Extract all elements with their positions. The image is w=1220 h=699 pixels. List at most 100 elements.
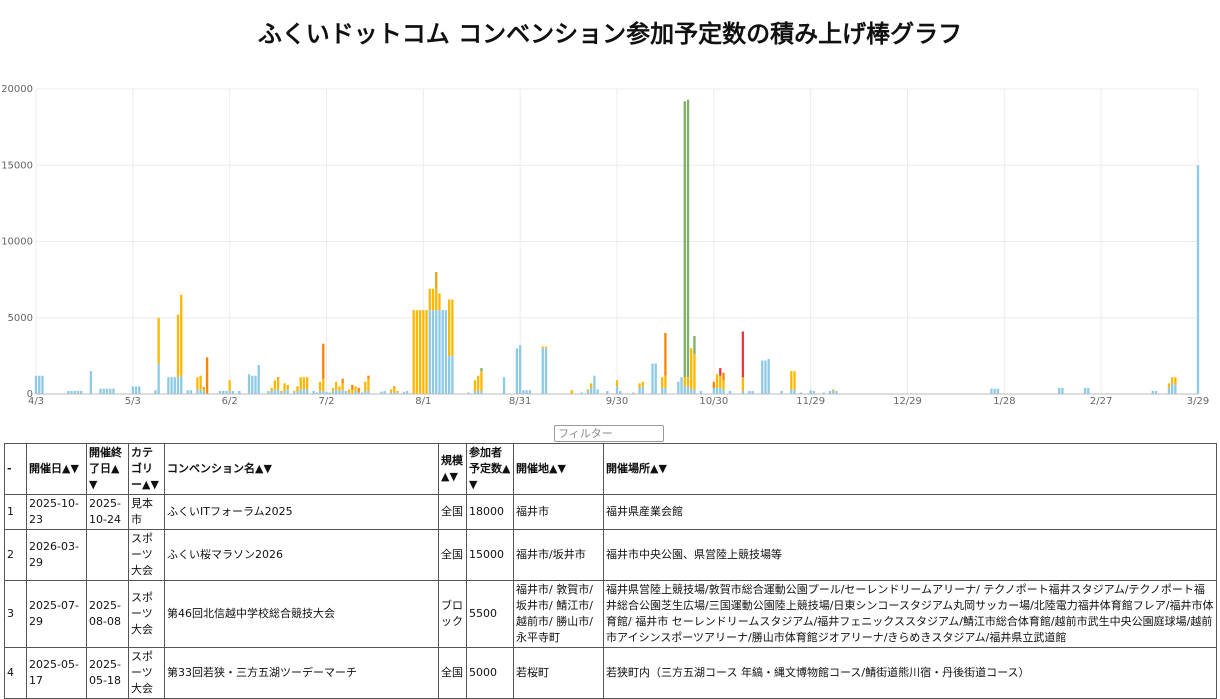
- table-cell: 全国: [438, 529, 467, 581]
- bar-segment: [202, 388, 205, 391]
- column-header[interactable]: カテゴリー▲▼: [128, 443, 165, 495]
- table-header-row: - 開催日▲▼ 開催終了日▲▼ カテゴリー▲▼ コンベンション名▲▼ 規模▲▼ 参加者予定数…: [4, 443, 1217, 495]
- bar-segment: [351, 389, 354, 394]
- bar-segment: [173, 377, 176, 394]
- bar-segment: [451, 299, 454, 356]
- bar-segment: [993, 388, 996, 394]
- column-header[interactable]: 参加者予定数▲▼: [466, 443, 514, 495]
- bar-segment: [741, 390, 745, 394]
- bar-segment: [305, 389, 309, 394]
- table-cell: [86, 529, 129, 581]
- bar-segment: [441, 310, 444, 395]
- table-cell: 4: [4, 647, 27, 699]
- bar-segment: [280, 392, 283, 394]
- bar-segment: [722, 389, 725, 394]
- bar-segment: [389, 389, 393, 393]
- bar-segment: [322, 378, 325, 391]
- bar-segment: [338, 386, 341, 391]
- bar-segment: [76, 390, 80, 394]
- bar-segment: [270, 387, 273, 391]
- bar-segment: [335, 381, 338, 390]
- y-tick-label: 5000: [8, 313, 33, 324]
- bar-segment: [641, 386, 644, 395]
- bar-segment: [338, 390, 341, 394]
- bar-segment: [1174, 384, 1177, 394]
- bar-segment: [331, 390, 335, 394]
- bar-segment: [438, 310, 441, 395]
- bar-segment: [712, 381, 715, 388]
- bar-segment: [677, 381, 680, 394]
- column-header[interactable]: 開催終了日▲▼: [86, 443, 129, 495]
- bar-segment: [596, 389, 599, 394]
- bar-segment: [38, 375, 41, 394]
- table-cell: 若狭町内（三方五湖コース 年縞・縄文博物館コース/鯖街道熊川宿・丹後街道コース）: [603, 647, 1217, 699]
- table-cell: 福井市: [513, 494, 604, 530]
- bar-segment: [218, 390, 222, 394]
- bar-segment: [351, 384, 354, 390]
- bar-segment: [790, 389, 793, 394]
- bar-segment: [641, 381, 644, 387]
- bar-segment: [354, 386, 357, 391]
- bar-segment: [835, 390, 838, 394]
- bar-segment: [606, 390, 609, 394]
- bar-segment: [322, 343, 325, 379]
- column-header[interactable]: コンベンション名▲▼: [164, 443, 439, 495]
- bar-segment: [683, 101, 686, 378]
- table-cell: 1: [4, 494, 27, 530]
- column-header[interactable]: 規模▲▼: [438, 443, 467, 495]
- bar-segment: [748, 390, 751, 394]
- bar-segment: [473, 380, 477, 391]
- table-row: 3 2025-07-29 2025-08-08 スポーツ大会 第46回北信越中学校総合競…: [4, 580, 1217, 648]
- table-cell: ブロック: [438, 580, 467, 648]
- bar-segment: [832, 390, 835, 394]
- bar-segment: [393, 392, 396, 394]
- bar-segment: [105, 388, 109, 394]
- bar-segment: [480, 371, 483, 391]
- bar-segment: [205, 357, 209, 394]
- bar-segment: [593, 375, 596, 394]
- column-header[interactable]: 開催地▲▼: [513, 443, 604, 495]
- bar-segment: [296, 386, 299, 391]
- bar-segment: [812, 390, 816, 394]
- bar-segment: [367, 390, 370, 394]
- table-row: 4 2025-05-17 2025-05-18 スポーツ大会 第33回若狭・三方五湖ツー…: [4, 647, 1217, 699]
- bar-segment: [528, 390, 532, 394]
- column-header: -: [4, 443, 27, 495]
- bar-segment: [832, 389, 835, 391]
- column-header[interactable]: 開催場所▲▼: [603, 443, 1217, 495]
- bar-segment: [541, 346, 544, 349]
- bar-segment: [293, 392, 296, 394]
- bar-segment: [393, 386, 396, 388]
- bar-segment: [686, 99, 690, 378]
- bar-segment: [283, 390, 286, 394]
- table-cell: スポーツ大会: [128, 647, 165, 699]
- bar-segment: [222, 390, 225, 394]
- bar-segment: [367, 375, 370, 379]
- bar-segment: [664, 375, 667, 388]
- bar-segment: [431, 288, 435, 311]
- x-tick-label: 1/28: [993, 396, 1015, 407]
- filter-input[interactable]: [554, 425, 664, 442]
- table-cell: 第33回若狭・三方五湖ツーデーマーチ: [164, 647, 439, 699]
- bar-segment: [273, 380, 277, 390]
- bar-segment: [1058, 387, 1061, 394]
- bar-segment: [328, 392, 331, 394]
- bar-segment: [315, 392, 318, 394]
- bar-segment: [176, 377, 180, 394]
- bar-segment: [251, 375, 254, 394]
- bar-segment: [34, 375, 38, 394]
- bar-segment: [438, 293, 441, 311]
- bar-segment: [525, 390, 528, 394]
- bar-segment: [273, 389, 277, 394]
- bar-segment: [751, 390, 754, 394]
- table-cell: 福井市/ 敦賀市/ 坂井市/ 鯖江市/ 越前市/ 勝山市/ 永平寺町: [513, 580, 604, 648]
- column-header[interactable]: 開催日▲▼: [26, 443, 87, 495]
- bar-segment: [383, 390, 386, 394]
- bar-segment: [451, 355, 454, 395]
- bar-segment: [199, 389, 202, 394]
- bar-segment: [1167, 387, 1171, 394]
- bar-segment: [228, 390, 231, 394]
- chart-bars: [34, 99, 1200, 395]
- stacked-bar-chart: 0 5000 10000 15000 20000 4/3 5/3 6/2 7/2 8/1 8/31…: [1, 84, 1209, 407]
- bar-segment: [367, 378, 370, 391]
